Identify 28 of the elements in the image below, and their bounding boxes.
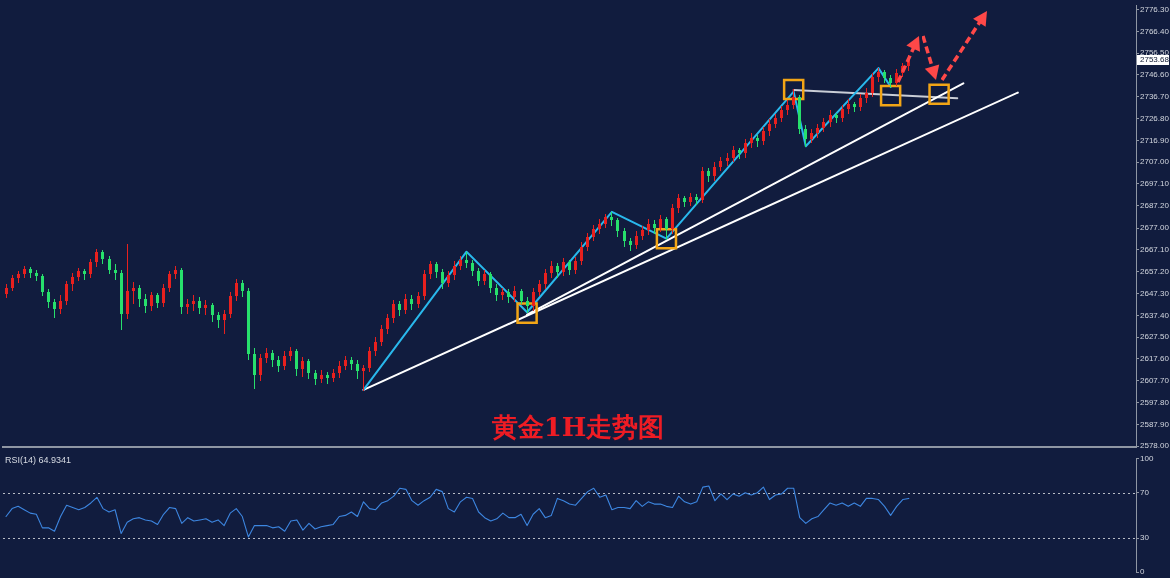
- y-tick-label: 2716.90: [1140, 135, 1170, 145]
- y-tick-label: 2766.40: [1140, 26, 1170, 36]
- y-tick-label: 2746.60: [1140, 70, 1170, 80]
- y-tick-label: 2607.70: [1140, 375, 1170, 385]
- y-tick-label: 2617.60: [1140, 354, 1170, 364]
- y-tick-label: 2687.20: [1140, 200, 1170, 210]
- y-tick-label: 70: [1140, 487, 1150, 497]
- y-tick-label: 2726.80: [1140, 113, 1170, 123]
- y-tick-label: 2756.50: [1140, 48, 1170, 58]
- annotation: 2753.68: [1140, 55, 1170, 65]
- y-tick-label: 2657.20: [1140, 266, 1170, 276]
- y-tick-label: 2667.10: [1140, 245, 1170, 255]
- y-tick-label: 2637.40: [1140, 310, 1170, 320]
- y-tick-label: 2647.30: [1140, 288, 1170, 298]
- text: 黄金1H走势图: [490, 412, 666, 442]
- y-tick-label: 100: [1140, 454, 1154, 463]
- y-tick-label: 2697.10: [1140, 179, 1170, 189]
- y-tick-label: 2736.70: [1140, 91, 1170, 101]
- y-tick-label: 2627.50: [1140, 332, 1170, 342]
- y-tick-label: 2677.00: [1140, 223, 1170, 233]
- y-tick-label: 2587.90: [1140, 419, 1170, 429]
- chart-title: RSI(14) 64.9341: [5, 455, 72, 466]
- y-tick-label: 2597.80: [1140, 397, 1170, 407]
- y-tick-label: 30: [1140, 533, 1150, 543]
- y-tick-label: 2707.00: [1140, 157, 1170, 167]
- y-tick-label: 2578.00: [1140, 441, 1170, 451]
- y-tick-label: 0: [1140, 567, 1145, 577]
- y-tick-label: 2776.30: [1140, 4, 1170, 14]
